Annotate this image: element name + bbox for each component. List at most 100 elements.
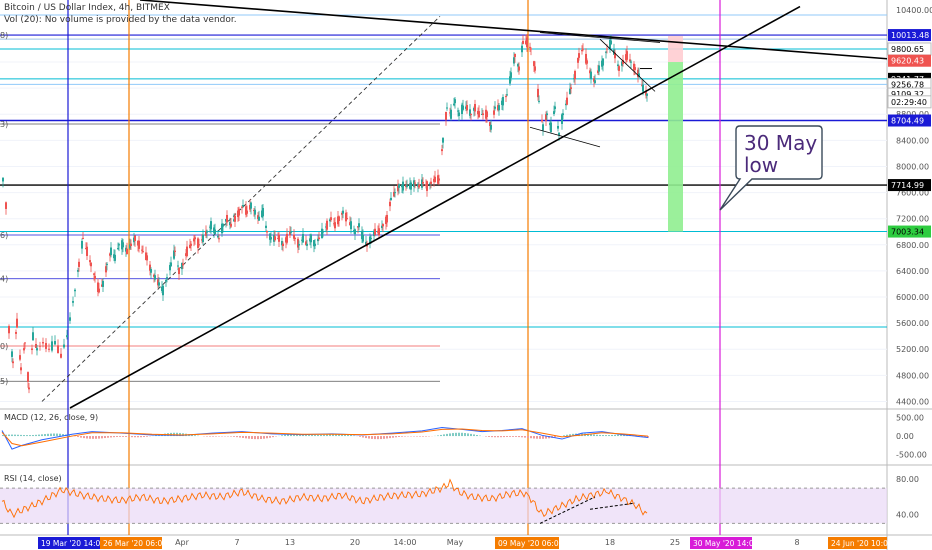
macd-histogram-bar [128, 436, 130, 438]
candle-body [106, 263, 108, 265]
macd-histogram-bar [263, 436, 265, 439]
macd-histogram-bar [380, 436, 382, 440]
candle-body [289, 231, 291, 236]
candle-body [35, 344, 37, 348]
macd-histogram-bar [452, 433, 454, 437]
macd-histogram-bar [134, 436, 136, 438]
macd-histogram-bar [83, 436, 85, 439]
macd-histogram-bar [371, 436, 373, 439]
candle-body [582, 48, 584, 50]
macd-histogram-bar [248, 436, 250, 439]
candle-body [110, 247, 112, 256]
candle-body [282, 243, 284, 246]
macd-histogram-bar [254, 436, 256, 440]
candle-body [149, 264, 151, 271]
candle-body [374, 228, 376, 235]
price-label-text: 9800.65 [891, 45, 924, 54]
candle-body [60, 353, 62, 358]
macd-histogram-bar [245, 436, 247, 439]
macd-histogram-bar [335, 434, 337, 437]
macd-histogram-bar [131, 436, 133, 438]
price-tick-label: 8400.00 [896, 136, 929, 145]
candle-body [410, 182, 412, 190]
macd-histogram-bar [344, 434, 346, 437]
candle-body [542, 124, 544, 131]
time-tick-label: 7 [234, 538, 239, 547]
candle-body [642, 84, 644, 92]
macd-histogram-bar [50, 433, 52, 437]
candle-body [546, 113, 548, 116]
macd-histogram-bar [332, 434, 334, 437]
candle-body [462, 105, 464, 110]
macd-histogram-bar [5, 434, 7, 437]
macd-histogram-bar [269, 436, 271, 438]
macd-histogram-bar [302, 434, 304, 437]
macd-histogram-bar [494, 436, 496, 438]
candle-body [2, 177, 4, 182]
candle-body [514, 53, 516, 58]
macd-histogram-bar [194, 435, 196, 437]
candle-body [326, 220, 328, 230]
candle-body [146, 255, 148, 261]
candle-body [102, 281, 104, 287]
price-label-tag [888, 225, 931, 238]
candle-body [20, 367, 22, 371]
candle-body [42, 342, 44, 344]
dashed-trend-line [41, 15, 441, 402]
candle-body [406, 185, 408, 187]
rsi-tick-label: 40.00 [896, 511, 919, 520]
time-tick-label: May [447, 538, 464, 547]
candle-body [586, 60, 588, 64]
candle-body [294, 238, 296, 240]
macd-histogram-bar [23, 435, 25, 437]
rsi-tick-label: 80.00 [896, 475, 919, 484]
macd-histogram-bar [44, 434, 46, 437]
candle-body [645, 90, 647, 96]
candle-body [430, 181, 432, 184]
candle-body [629, 59, 631, 62]
macd-histogram-bar [563, 435, 565, 437]
macd-histogram-bar [239, 436, 241, 438]
rsi-trend [589, 502, 636, 510]
candle-body [553, 111, 555, 115]
candle-body [457, 110, 459, 112]
candle-body [281, 240, 283, 246]
candle-body [418, 184, 420, 188]
candle-body [130, 243, 132, 246]
candle-body [222, 223, 224, 227]
candle-body [638, 73, 640, 77]
candle-body [358, 223, 360, 228]
candle-body [561, 114, 563, 124]
price-label-text: 7714.99 [891, 181, 924, 190]
candle-body [574, 70, 576, 80]
candle-body [306, 243, 308, 246]
macd-histogram-bar [398, 436, 400, 437]
candle-body [314, 243, 316, 246]
time-badge-label: 09 May '20 06:00 [498, 539, 564, 548]
candle-body [241, 206, 243, 208]
candle-body [541, 120, 543, 122]
macd-histogram-bar [317, 434, 319, 437]
candle-body [27, 372, 29, 382]
macd-histogram-bar [143, 436, 145, 438]
candle-body [313, 240, 315, 247]
candle-body [422, 182, 424, 184]
macd-histogram-bar [566, 434, 568, 437]
candle-body [97, 282, 99, 292]
macd-histogram-bar [503, 436, 505, 438]
stop-box [668, 35, 683, 63]
candle-body [550, 122, 552, 133]
macd-histogram-bar [296, 434, 298, 437]
candle-body [494, 106, 496, 109]
macd-histogram-bar [350, 435, 352, 437]
candle-body [173, 250, 175, 259]
time-badge [100, 537, 162, 549]
candle-body [597, 70, 599, 74]
price-label-text: 10013.48 [891, 31, 929, 40]
macd-histogram-bar [293, 434, 295, 437]
candle-body [570, 87, 572, 89]
macd-histogram-bar [368, 436, 370, 439]
macd-histogram-bar [590, 434, 592, 437]
candle-body [466, 105, 468, 111]
